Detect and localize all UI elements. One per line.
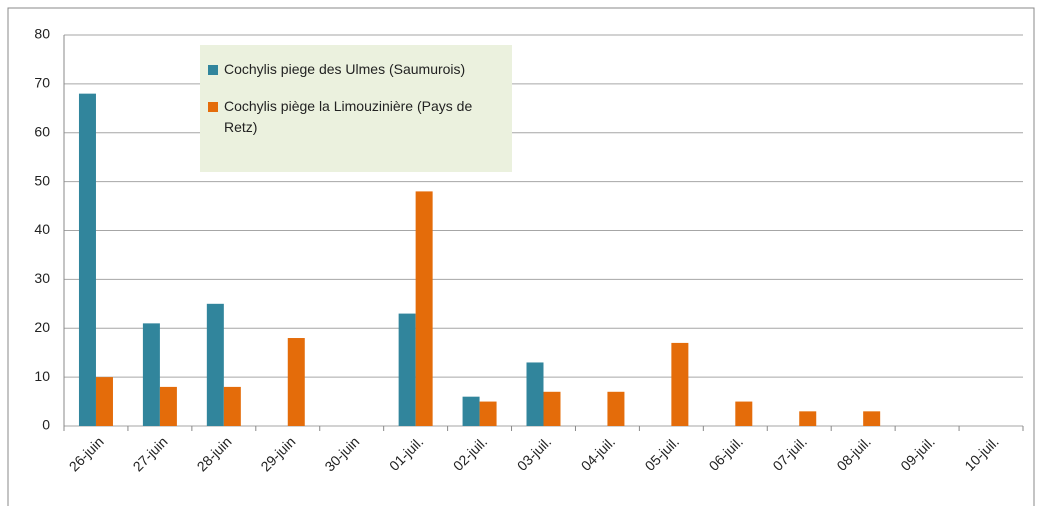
- x-tick-label: 05-juil.: [642, 433, 682, 473]
- bar: [142, 323, 160, 426]
- legend-label: Cochylis piege des Ulmes (Saumurois): [224, 61, 466, 77]
- x-tick-label: 09-juil.: [897, 433, 937, 473]
- bar: [95, 377, 113, 426]
- x-tick-label: 27-juin: [130, 433, 171, 474]
- y-tick-label: 80: [34, 26, 50, 42]
- y-tick-label: 10: [34, 368, 50, 384]
- x-tick-label: 04-juil.: [578, 433, 618, 473]
- chart-border: [7, 7, 1035, 506]
- bar: [398, 313, 416, 426]
- bar: [415, 191, 433, 426]
- bar: [863, 411, 881, 426]
- x-tick-label: 26-juin: [66, 433, 107, 474]
- y-tick-label: 70: [34, 75, 50, 91]
- legend-label: Cochylis piège la Limouzinière (Pays de …: [224, 98, 473, 135]
- x-tick-label: 29-juin: [257, 433, 298, 474]
- x-tick-label: 01-juil.: [386, 433, 426, 473]
- y-tick-label: 60: [34, 123, 50, 139]
- bar: [462, 396, 480, 426]
- x-tick-label: 07-juil.: [769, 433, 809, 473]
- bar: [287, 338, 305, 426]
- bar: [526, 362, 544, 426]
- bar: [479, 401, 497, 426]
- legend-item: Cochylis piège la Limouzinière (Pays de …: [208, 96, 504, 138]
- x-tick-label: 03-juil.: [514, 433, 554, 473]
- legend: Cochylis piege des Ulmes (Saumurois) Coch…: [200, 45, 512, 172]
- x-tick-label: 02-juil.: [450, 433, 490, 473]
- bar: [671, 342, 689, 426]
- x-tick-label: 30-juin: [321, 433, 362, 474]
- y-tick-label: 20: [34, 319, 50, 335]
- legend-swatch: [208, 65, 218, 75]
- bar: [206, 303, 224, 426]
- legend-item: Cochylis piege des Ulmes (Saumurois): [208, 59, 504, 80]
- bar: [543, 391, 561, 426]
- x-tick-label: 06-juil.: [706, 433, 746, 473]
- bar: [159, 386, 177, 426]
- y-tick-label: 50: [34, 172, 50, 188]
- bar: [78, 93, 96, 427]
- bar: [799, 411, 817, 426]
- bar: [735, 401, 753, 426]
- y-tick-label: 30: [34, 270, 50, 286]
- legend-swatch: [208, 102, 218, 112]
- x-tick-label: 28-juin: [194, 433, 235, 474]
- y-tick-label: 40: [34, 221, 50, 237]
- bar: [223, 386, 241, 426]
- x-tick-label: 10-juil.: [961, 433, 1001, 473]
- bar: [607, 391, 625, 426]
- y-tick-label: 0: [42, 417, 50, 433]
- x-tick-label: 08-juil.: [833, 433, 873, 473]
